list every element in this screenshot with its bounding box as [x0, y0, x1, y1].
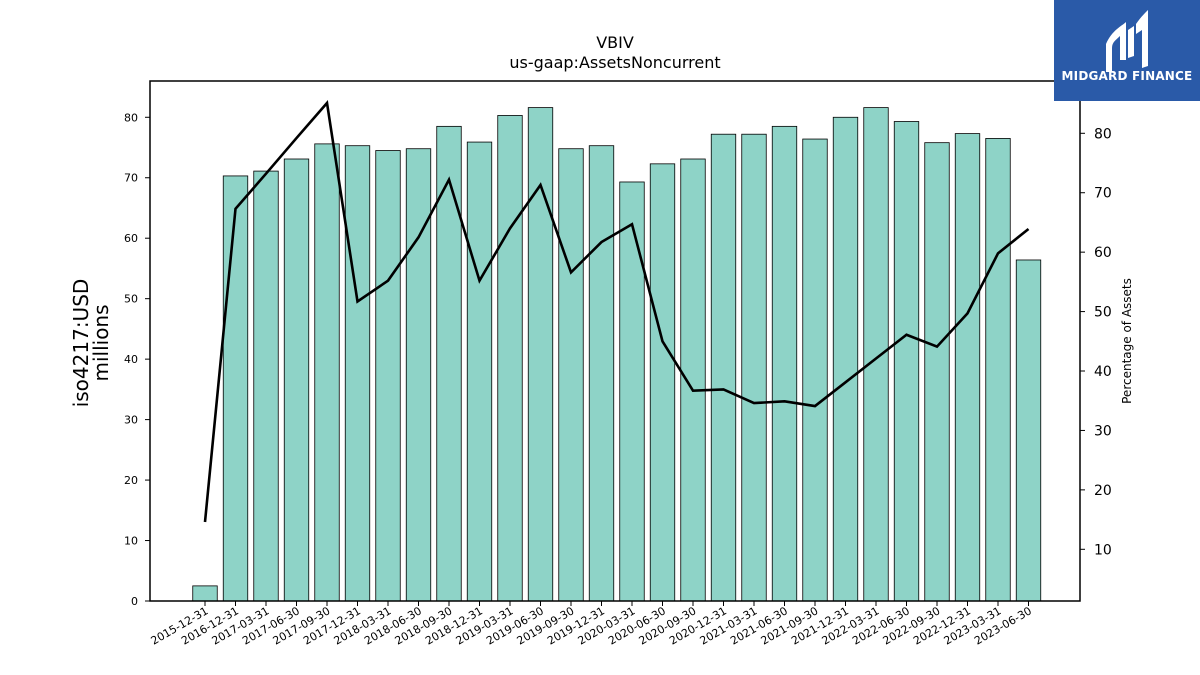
y-tick-label: 30 — [124, 414, 138, 427]
logo: MIDGARD FINANCE — [1054, 0, 1200, 101]
bar — [954, 133, 981, 602]
bar — [893, 121, 920, 602]
percentage-line — [203, 100, 1030, 523]
bar — [741, 133, 767, 602]
y2-tick-label: 20 — [1094, 483, 1112, 499]
bar — [375, 150, 401, 602]
bar — [863, 107, 889, 602]
bar — [832, 116, 859, 602]
logo-text: MIDGARD FINANCE — [1061, 69, 1193, 83]
y-tick-label: 80 — [124, 111, 138, 124]
y-tick-label: 40 — [124, 353, 138, 366]
y2-tick-label: 70 — [1094, 186, 1112, 202]
bar — [802, 138, 828, 602]
chart-subtitle: us-gaap:AssetsNoncurrent — [509, 53, 720, 72]
y-axis-label-line-1: iso4217:USD — [69, 279, 93, 408]
y2-tick-label: 10 — [1094, 542, 1112, 558]
midgard-logo-icon — [1106, 10, 1148, 72]
bar — [680, 158, 706, 602]
y-tick-label: 20 — [124, 474, 138, 487]
y-tick-label: 10 — [124, 535, 138, 548]
bar — [192, 585, 218, 602]
y2-tick-label: 60 — [1094, 245, 1112, 261]
bar — [710, 133, 737, 602]
bar — [1015, 259, 1042, 602]
bar — [253, 170, 279, 602]
bar — [283, 158, 310, 602]
bar — [558, 148, 584, 602]
bar — [588, 145, 615, 602]
y-tick-label: 0 — [131, 595, 138, 608]
y-tick-label: 50 — [124, 293, 138, 306]
y-axis-label-line-2: millions — [89, 304, 113, 381]
bar — [497, 115, 523, 602]
bar — [527, 107, 554, 602]
bar — [985, 138, 1011, 602]
chart-title: VBIV — [596, 33, 634, 52]
bar — [344, 145, 371, 602]
bar-series — [192, 107, 1042, 602]
y2-tick-label: 80 — [1094, 126, 1112, 142]
bar — [222, 175, 249, 602]
y2-tick-label: 30 — [1094, 423, 1112, 439]
bar — [924, 142, 950, 602]
line-series — [203, 100, 1030, 523]
bar — [619, 181, 645, 602]
plot-frame — [149, 80, 1081, 602]
y-tick-label: 70 — [124, 172, 138, 185]
bar — [405, 148, 432, 602]
y2-tick-label: 50 — [1094, 305, 1112, 321]
y-tick-label: 60 — [124, 232, 138, 245]
bar — [314, 143, 340, 602]
bar — [649, 163, 676, 602]
bar — [771, 125, 798, 602]
bar — [466, 141, 493, 602]
y2-axis-label: Percentage of Assets — [1120, 278, 1134, 404]
y2-tick-label: 40 — [1094, 364, 1112, 380]
